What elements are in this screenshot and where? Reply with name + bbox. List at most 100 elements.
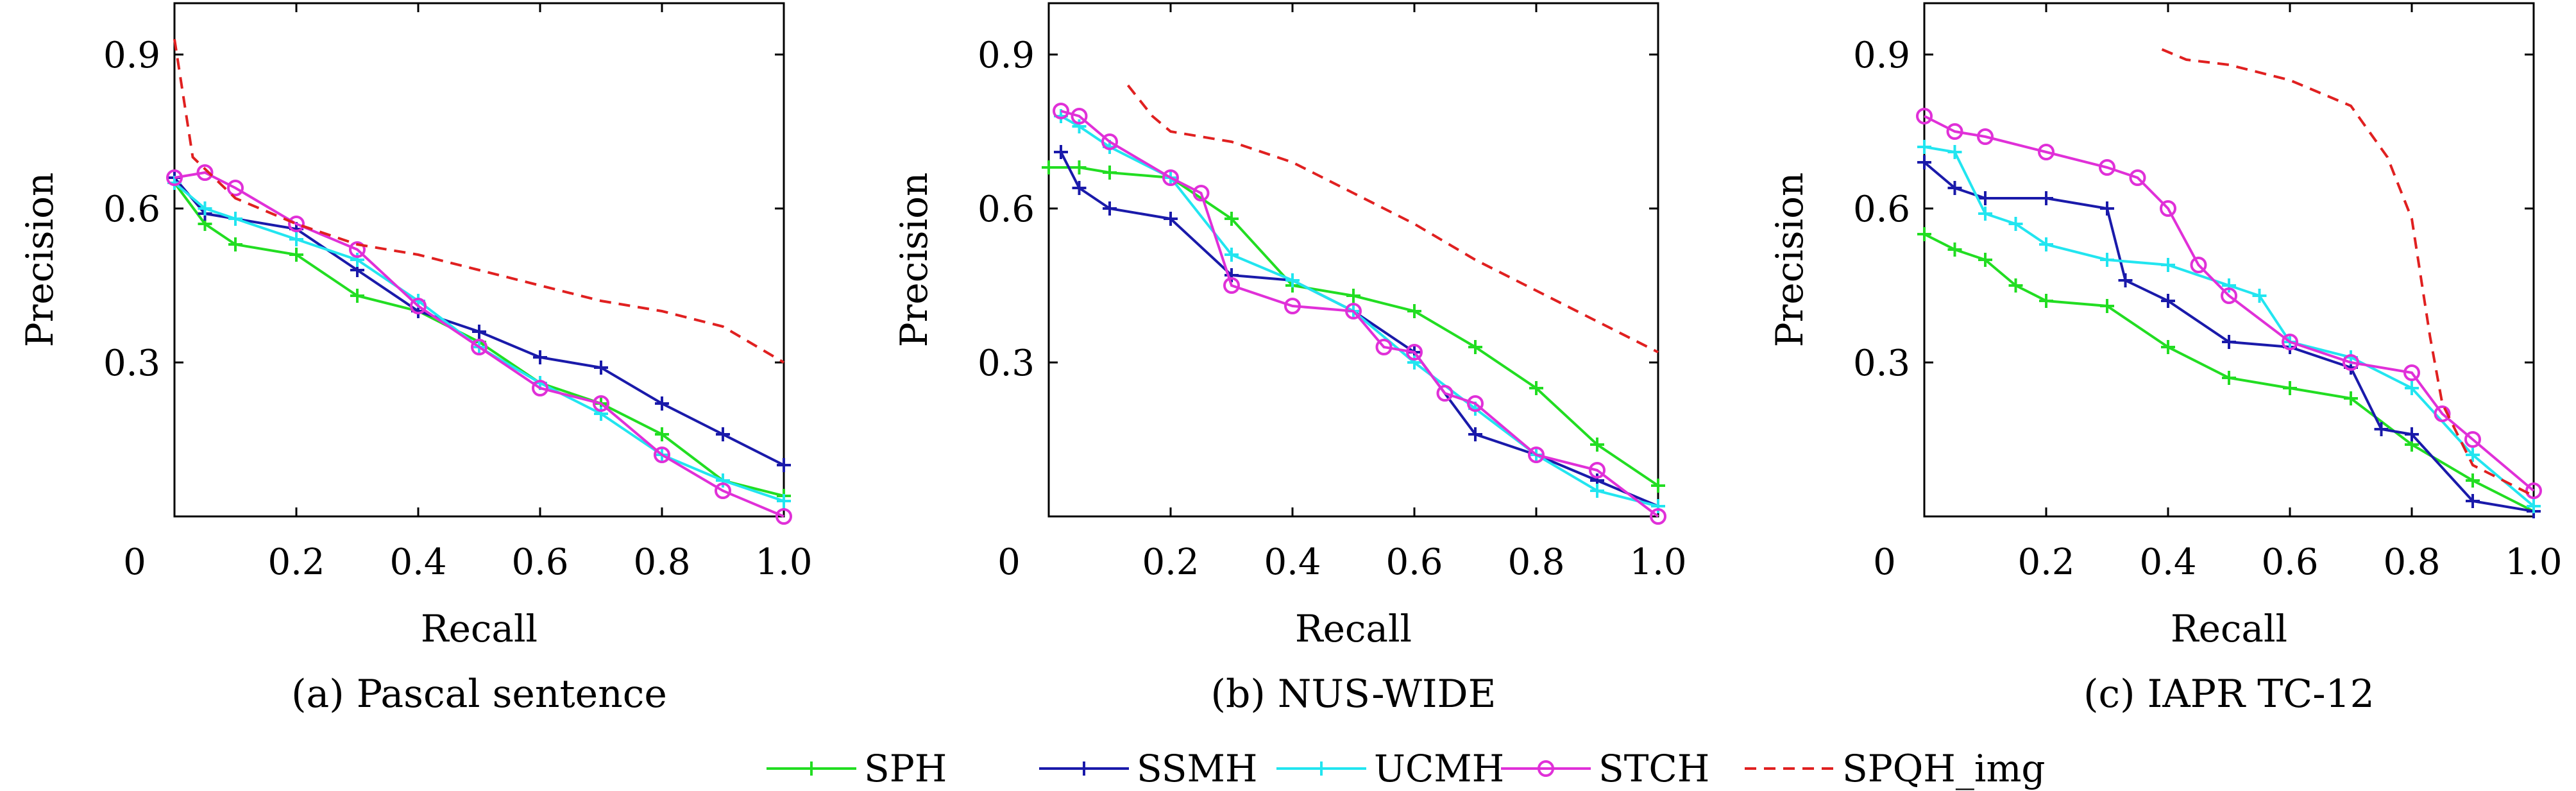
data-point [1468,427,1482,441]
y-tick-label: 0.3 [103,343,160,384]
x-axis-title: Recall [421,607,538,651]
data-point [532,380,548,396]
data-point [655,427,669,441]
data-point [1346,289,1360,303]
data-point [594,361,608,375]
data-point [1436,385,1453,402]
plot-frame [1047,2,1659,518]
data-point [2100,201,2114,216]
legend-marker [1314,761,1328,776]
chart-panel-2: 0 0.2 0.4 0.6 0.8 1.0 0.3 0.6 0.9 Recall Precision… [892,2,1687,717]
data-point [472,325,486,339]
data-point [2221,287,2237,304]
y-axis-title: Precision [892,173,936,348]
data-point [1978,207,1992,221]
y-axis-title: Precision [1768,173,1811,348]
data-point [471,339,487,355]
series-ssmh [1917,155,2541,518]
data-point [1977,128,1994,145]
chart-caption: (a) Pascal sentence [291,672,667,717]
data-point [2344,391,2358,405]
data-point [198,201,212,216]
data-point [1054,145,1068,159]
data-point [2282,334,2298,350]
data-point [2466,494,2480,508]
data-point [777,458,791,472]
data-point [1590,438,1604,452]
series-sph [1042,160,1665,493]
series-spqh-img [1126,84,1659,353]
x-tick-label: 0 [1873,541,1896,583]
x-tick-label: 0.2 [2017,541,2074,583]
data-point [2252,289,2267,303]
x-axis-title: Recall [2171,607,2287,651]
data-point [1101,133,1118,150]
data-point [349,241,366,258]
series-line [1060,115,1659,507]
data-point [2403,364,2420,381]
data-point [2222,278,2236,293]
data-point [2374,422,2389,436]
x-tick-label: 0.8 [2383,541,2440,583]
legend-label: SPH [864,747,947,790]
data-point [227,180,244,196]
data-point [2100,253,2114,267]
series-line [2161,48,2534,497]
data-point [2161,294,2175,308]
data-point [2525,482,2542,499]
series-spqh-img [2161,48,2534,497]
data-point [1467,395,1484,412]
legend-marker [1538,760,1554,777]
x-tick-label: 0.6 [1385,541,1443,583]
series-stch [166,164,792,525]
data-point [1164,212,1178,226]
data-point [2434,405,2451,422]
series-ssmh [1054,145,1665,513]
data-point [410,298,427,314]
x-tick-label: 0.6 [511,541,568,583]
plot-frame [173,2,785,518]
data-point [1917,227,1931,241]
series-spqh-img [173,38,785,364]
x-axis-title: Recall [1295,607,1412,651]
data-point [715,482,731,499]
series-line [173,38,785,364]
x-tick-label: 1.0 [755,541,812,583]
series-line [1126,84,1659,353]
data-point [1224,212,1239,226]
data-point [655,396,669,411]
series-line [174,171,784,518]
chart-caption: (b) NUS-WIDE [1211,672,1496,717]
data-point [2466,473,2480,488]
data-point [1103,166,1117,180]
data-point [2405,381,2419,395]
y-tick-label: 0.3 [1853,343,1910,384]
chart-panel-1: 0 0.2 0.4 0.6 0.8 1.0 0.3 0.6 0.9 Recall Precision… [18,2,813,717]
x-tick-label: 1.0 [1629,541,1686,583]
y-tick-label: 0.9 [978,35,1035,76]
series-line [1049,166,1659,487]
data-point [1947,181,1962,195]
data-point [1375,339,1393,355]
data-point [2466,448,2480,462]
data-point [1072,119,1087,133]
legend-marker [804,761,818,776]
legend-marker [1077,761,1091,776]
legend-item-spqh-img: SPQH_img [1745,747,2046,790]
data-point [350,253,364,267]
y-axis-title: Precision [18,173,62,348]
data-point [1407,304,1421,318]
x-tick-label: 0 [997,541,1021,583]
data-point [1284,298,1301,314]
data-point [654,447,670,463]
y-tick-label: 0.6 [1853,189,1910,230]
series-line [173,176,784,466]
series-stch [1053,103,1666,525]
data-point [166,169,183,186]
series-line [1060,151,1659,507]
x-tick-label: 0.2 [267,541,325,583]
legend: SPH SSMH UCMH STCH SPQH_img [767,747,2046,790]
data-point [2039,237,2053,251]
data-point [2039,191,2053,205]
data-point [288,216,305,232]
